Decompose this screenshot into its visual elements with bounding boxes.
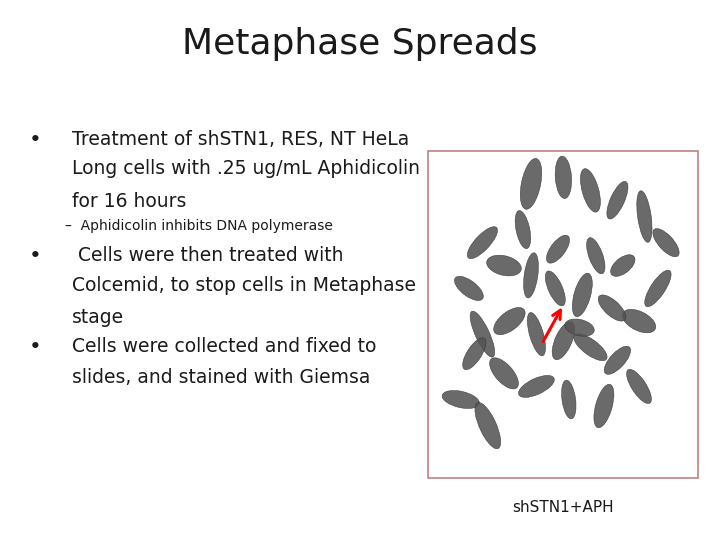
Ellipse shape xyxy=(580,168,600,212)
Ellipse shape xyxy=(463,338,486,370)
Text: Cells were collected and fixed to: Cells were collected and fixed to xyxy=(72,338,377,356)
Ellipse shape xyxy=(555,156,572,199)
Text: •: • xyxy=(29,338,42,357)
Ellipse shape xyxy=(598,295,626,321)
Ellipse shape xyxy=(604,346,631,374)
Ellipse shape xyxy=(475,402,500,449)
Ellipse shape xyxy=(552,322,575,360)
Text: –  Aphidicolin inhibits DNA polymerase: – Aphidicolin inhibits DNA polymerase xyxy=(65,219,333,233)
Ellipse shape xyxy=(565,319,594,336)
Ellipse shape xyxy=(490,358,518,389)
Text: shSTN1+APH: shSTN1+APH xyxy=(513,500,614,515)
Text: Treatment of shSTN1, RES, NT HeLa: Treatment of shSTN1, RES, NT HeLa xyxy=(72,130,409,148)
Bar xyxy=(428,151,698,478)
Ellipse shape xyxy=(523,253,539,298)
Text: Cells were then treated with: Cells were then treated with xyxy=(72,246,343,265)
Text: slides, and stained with Giemsa: slides, and stained with Giemsa xyxy=(72,368,370,387)
Text: Metaphase Spreads: Metaphase Spreads xyxy=(182,27,538,61)
Ellipse shape xyxy=(594,384,614,428)
Text: •: • xyxy=(29,246,42,266)
Ellipse shape xyxy=(653,228,679,256)
Ellipse shape xyxy=(545,271,565,306)
Ellipse shape xyxy=(626,369,652,403)
Ellipse shape xyxy=(494,307,525,335)
Ellipse shape xyxy=(527,313,546,356)
Text: stage: stage xyxy=(72,308,124,327)
Text: •: • xyxy=(29,130,42,150)
Ellipse shape xyxy=(622,309,656,333)
Ellipse shape xyxy=(572,273,593,316)
Ellipse shape xyxy=(607,181,628,219)
Ellipse shape xyxy=(518,375,554,397)
Text: Colcemid, to stop cells in Metaphase: Colcemid, to stop cells in Metaphase xyxy=(72,276,416,295)
Ellipse shape xyxy=(562,380,576,419)
Ellipse shape xyxy=(515,211,531,248)
Ellipse shape xyxy=(574,334,607,361)
Ellipse shape xyxy=(521,158,541,210)
Ellipse shape xyxy=(546,235,570,263)
Ellipse shape xyxy=(644,270,671,307)
Ellipse shape xyxy=(636,191,652,242)
Ellipse shape xyxy=(467,227,498,259)
Text: Long cells with .25 ug/mL Aphidicolin: Long cells with .25 ug/mL Aphidicolin xyxy=(72,159,420,178)
Ellipse shape xyxy=(442,390,480,408)
Ellipse shape xyxy=(470,311,495,357)
Ellipse shape xyxy=(454,276,483,300)
Ellipse shape xyxy=(587,238,605,274)
Ellipse shape xyxy=(487,255,521,276)
Ellipse shape xyxy=(611,255,635,276)
Text: for 16 hours: for 16 hours xyxy=(72,192,186,211)
